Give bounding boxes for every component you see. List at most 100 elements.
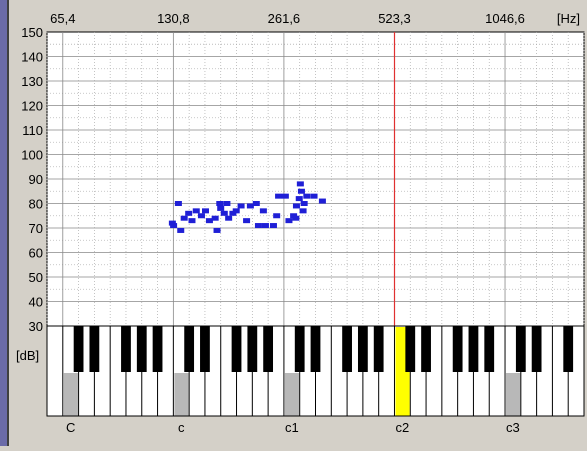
- data-point: [310, 193, 318, 199]
- black-key[interactable]: [200, 326, 210, 372]
- black-key[interactable]: [484, 326, 495, 372]
- black-key[interactable]: [247, 326, 258, 372]
- data-point: [299, 208, 307, 214]
- frequency-tick-label: 523,3: [378, 11, 411, 26]
- data-point: [297, 188, 305, 194]
- black-key[interactable]: [468, 326, 479, 372]
- data-point: [237, 203, 245, 209]
- data-point: [211, 215, 219, 221]
- black-key[interactable]: [152, 326, 163, 372]
- data-point: [201, 208, 209, 214]
- c-key-marker[interactable]: [174, 373, 189, 416]
- decibel-tick-label: 50: [29, 270, 43, 285]
- data-point: [216, 201, 224, 206]
- data-point: [259, 208, 267, 214]
- data-point: [185, 210, 193, 216]
- decibel-axis-labels: 150 140 130 120 110 100 90 80 70 60 50 40 30: [21, 25, 43, 334]
- data-point: [205, 218, 213, 224]
- data-point: [281, 193, 289, 199]
- data-point: [174, 201, 182, 206]
- frequency-tick-label: 130,8: [157, 11, 190, 26]
- octave-label: c2: [396, 420, 410, 435]
- data-point: [197, 213, 205, 219]
- decibel-tick-label: 60: [29, 246, 43, 261]
- grid: [46, 32, 585, 326]
- data-point: [285, 218, 293, 224]
- data-points: [168, 181, 326, 233]
- data-point: [252, 201, 260, 206]
- data-point: [192, 208, 200, 214]
- black-key[interactable]: [373, 326, 384, 372]
- data-point: [213, 227, 221, 233]
- data-point: [300, 201, 308, 206]
- data-point: [269, 223, 277, 229]
- decibel-tick-label: 100: [21, 148, 43, 163]
- black-key[interactable]: [294, 326, 305, 372]
- decibel-tick-label: 110: [22, 123, 43, 138]
- black-key[interactable]: [136, 326, 147, 372]
- piano-keyboard[interactable]: [46, 326, 584, 417]
- black-key[interactable]: [515, 326, 526, 372]
- black-key[interactable]: [310, 326, 321, 372]
- decibel-tick-label: 70: [29, 221, 43, 236]
- data-point: [261, 223, 269, 229]
- black-key[interactable]: [563, 326, 574, 372]
- decibel-tick-label: 30: [29, 319, 43, 334]
- c-key-marker[interactable]: [63, 373, 79, 416]
- octave-label: c3: [506, 420, 520, 435]
- data-point: [170, 223, 178, 229]
- black-key[interactable]: [342, 326, 352, 372]
- data-point: [243, 218, 251, 224]
- data-point: [188, 218, 196, 224]
- octave-label: c: [178, 420, 185, 435]
- frequency-unit-label: [Hz]: [557, 11, 580, 26]
- black-key[interactable]: [121, 326, 131, 372]
- highlighted-key[interactable]: [395, 373, 410, 416]
- data-point: [246, 203, 254, 209]
- data-point: [232, 208, 240, 214]
- octave-label: c1: [285, 420, 299, 435]
- decibel-unit-label: [dB]: [16, 348, 39, 363]
- window-left-strip-edge: [7, 0, 9, 446]
- frequency-tick-label: 1046,6: [485, 11, 525, 26]
- data-point: [217, 205, 225, 211]
- black-key[interactable]: [452, 326, 463, 372]
- c-key-marker[interactable]: [506, 373, 521, 416]
- frequency-axis-labels: 65,4 130,8 261,6 523,3 1046,6: [50, 11, 525, 26]
- data-point: [318, 198, 326, 204]
- data-point: [292, 203, 300, 209]
- data-point: [223, 201, 231, 206]
- data-point: [303, 193, 311, 199]
- frequency-tick-label: 261,6: [268, 11, 301, 26]
- data-point: [295, 196, 303, 202]
- decibel-tick-label: 140: [21, 50, 43, 65]
- octave-label: C: [66, 420, 75, 435]
- data-point: [254, 223, 262, 229]
- data-point: [180, 215, 188, 221]
- decibel-tick-label: 120: [21, 99, 43, 114]
- black-key[interactable]: [421, 326, 431, 372]
- black-key[interactable]: [405, 326, 416, 372]
- black-key[interactable]: [184, 326, 195, 372]
- c-key-marker[interactable]: [284, 373, 300, 416]
- data-point: [296, 181, 304, 187]
- decibel-tick-label: 150: [21, 25, 43, 40]
- data-point: [275, 193, 283, 199]
- data-point: [273, 213, 281, 219]
- data-point: [220, 210, 228, 216]
- black-key[interactable]: [89, 326, 100, 372]
- black-key[interactable]: [263, 326, 274, 372]
- data-point: [292, 215, 300, 221]
- frequency-tick-label: 65,4: [50, 11, 75, 26]
- black-key[interactable]: [357, 326, 368, 372]
- decibel-tick-label: 40: [29, 295, 43, 310]
- decibel-tick-label: 90: [29, 172, 43, 187]
- window-left-strip: [0, 0, 7, 446]
- black-key[interactable]: [231, 326, 242, 372]
- black-key[interactable]: [531, 326, 542, 372]
- black-key[interactable]: [73, 326, 84, 372]
- data-point: [225, 215, 233, 221]
